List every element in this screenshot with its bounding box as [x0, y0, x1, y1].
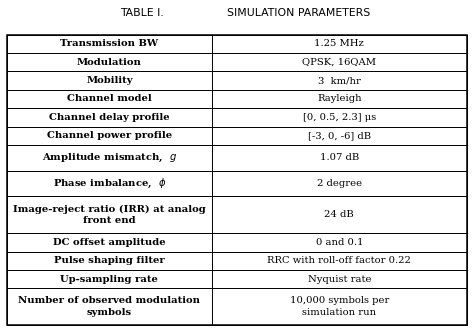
- Text: 24 dB: 24 dB: [324, 210, 354, 219]
- Text: Pulse shaping filter: Pulse shaping filter: [54, 256, 165, 265]
- Bar: [212, 126, 467, 145]
- Bar: [212, 108, 467, 126]
- Text: QPSK, 16QAM: QPSK, 16QAM: [302, 58, 376, 67]
- Text: DC offset amplitude: DC offset amplitude: [53, 238, 166, 247]
- Text: Rayleigh: Rayleigh: [317, 94, 362, 104]
- Bar: [212, 270, 467, 288]
- Bar: [212, 35, 467, 53]
- Bar: [212, 288, 467, 325]
- Text: Modulation: Modulation: [77, 58, 142, 67]
- Bar: [7, 288, 212, 325]
- Bar: [7, 171, 212, 196]
- Text: Image-reject ratio (IRR) at analog
front end: Image-reject ratio (IRR) at analog front…: [13, 205, 206, 225]
- Bar: [7, 35, 467, 325]
- Text: 1.07 dB: 1.07 dB: [319, 153, 359, 162]
- Text: Up-sampling rate: Up-sampling rate: [61, 275, 158, 283]
- Text: [-3, 0, -6] dB: [-3, 0, -6] dB: [308, 131, 371, 140]
- Text: Channel power profile: Channel power profile: [47, 131, 172, 140]
- Text: Channel delay profile: Channel delay profile: [49, 113, 170, 122]
- Bar: [212, 71, 467, 90]
- Text: 10,000 symbols per
simulation run: 10,000 symbols per simulation run: [290, 296, 389, 317]
- Text: 2 degree: 2 degree: [317, 179, 362, 188]
- Bar: [7, 108, 212, 126]
- Text: SIMULATION PARAMETERS: SIMULATION PARAMETERS: [227, 8, 370, 18]
- Bar: [212, 90, 467, 108]
- Bar: [7, 251, 212, 270]
- Bar: [7, 90, 212, 108]
- Text: Channel model: Channel model: [67, 94, 152, 104]
- Text: Nyquist rate: Nyquist rate: [308, 275, 371, 283]
- Text: RRC with roll-off factor 0.22: RRC with roll-off factor 0.22: [267, 256, 411, 265]
- Bar: [212, 196, 467, 233]
- Text: Phase imbalance,  $\phi$: Phase imbalance, $\phi$: [53, 177, 166, 190]
- Bar: [7, 270, 212, 288]
- Text: 0 and 0.1: 0 and 0.1: [316, 238, 363, 247]
- Text: TABLE I.: TABLE I.: [120, 8, 164, 18]
- Text: [0, 0.5, 2.3] μs: [0, 0.5, 2.3] μs: [303, 113, 376, 122]
- Bar: [7, 35, 212, 53]
- Bar: [212, 251, 467, 270]
- Bar: [212, 171, 467, 196]
- Text: 3  km/hr: 3 km/hr: [318, 76, 361, 85]
- Text: Amplitude mismatch,  $g$: Amplitude mismatch, $g$: [42, 152, 177, 164]
- Text: Mobility: Mobility: [86, 76, 133, 85]
- Bar: [212, 53, 467, 71]
- Bar: [7, 196, 212, 233]
- Text: Number of observed modulation
symbols: Number of observed modulation symbols: [18, 296, 201, 317]
- Bar: [7, 145, 212, 171]
- Text: Transmission BW: Transmission BW: [60, 39, 158, 48]
- Bar: [212, 233, 467, 251]
- Bar: [7, 126, 212, 145]
- Text: 1.25 MHz: 1.25 MHz: [314, 39, 364, 48]
- Bar: [7, 233, 212, 251]
- Bar: [7, 53, 212, 71]
- Bar: [7, 71, 212, 90]
- Bar: [212, 145, 467, 171]
